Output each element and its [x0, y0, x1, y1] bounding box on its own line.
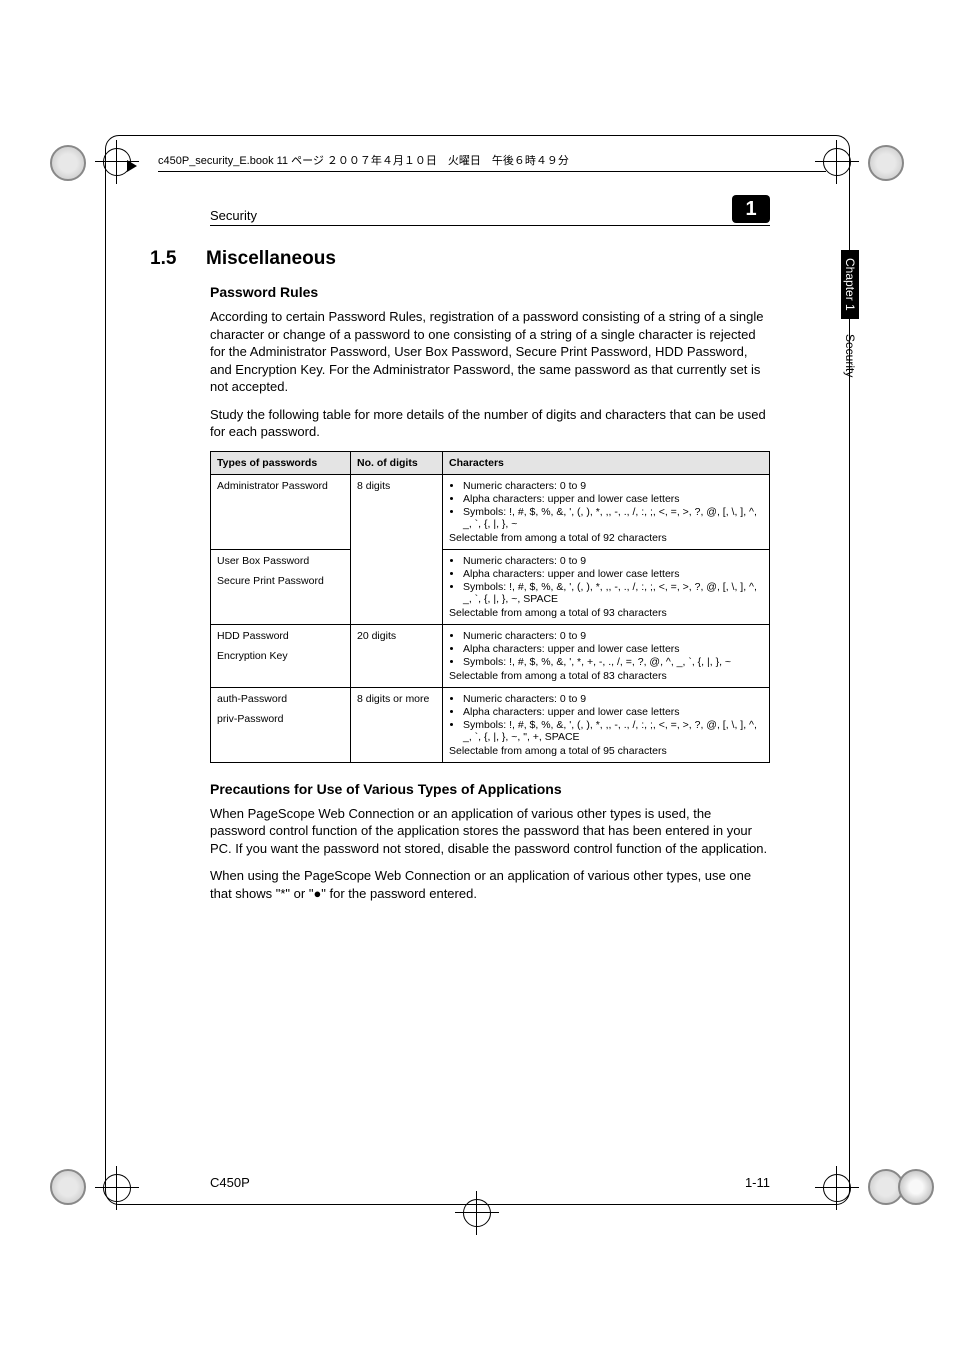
type-name: User Box Password: [217, 555, 344, 567]
type-name: HDD Password: [217, 630, 344, 642]
side-tab-chapter: Chapter 1: [841, 250, 859, 319]
table-row: User Box Password Secure Print Password …: [211, 549, 770, 624]
cell-digits: 8 digits: [351, 474, 443, 624]
paragraph-4: When using the PageScope Web Connection …: [210, 867, 770, 902]
paragraph-1: According to certain Password Rules, reg…: [210, 308, 770, 396]
type-name: priv-Password: [217, 713, 344, 725]
section-title-text: Miscellaneous: [206, 248, 336, 269]
type-name: Encryption Key: [217, 650, 344, 662]
cell-characters: Numeric characters: 0 to 9 Alpha charact…: [443, 474, 770, 549]
cell-characters: Numeric characters: 0 to 9 Alpha charact…: [443, 549, 770, 624]
type-name: Secure Print Password: [217, 575, 344, 587]
section-heading: 1.5Miscellaneous: [150, 248, 770, 270]
cell-types: Administrator Password: [211, 474, 351, 549]
subheading-password-rules: Password Rules: [210, 284, 770, 300]
paragraph-3: When PageScope Web Connection or an appl…: [210, 805, 770, 858]
char-bullet: Alpha characters: upper and lower case l…: [463, 643, 763, 655]
running-head-left: Security: [210, 208, 257, 223]
side-tab-section: Security: [841, 322, 859, 389]
side-tab: Chapter 1 Security: [839, 230, 859, 410]
char-bullet: Numeric characters: 0 to 9: [463, 693, 763, 705]
cell-characters: Numeric characters: 0 to 9 Alpha charact…: [443, 687, 770, 762]
print-mark-tr: [868, 145, 904, 181]
print-mark-br2: [898, 1169, 934, 1205]
subheading-precautions: Precautions for Use of Various Types of …: [210, 781, 770, 797]
char-note: Selectable from among a total of 83 char…: [449, 670, 763, 682]
char-bullet: Numeric characters: 0 to 9: [463, 480, 763, 492]
table-header-types: Types of passwords: [211, 451, 351, 474]
char-bullet: Alpha characters: upper and lower case l…: [463, 568, 763, 580]
print-mark-bl: [50, 1169, 86, 1205]
char-note: Selectable from among a total of 92 char…: [449, 532, 763, 544]
char-bullet: Numeric characters: 0 to 9: [463, 630, 763, 642]
cell-types: auth-Password priv-Password: [211, 687, 351, 762]
char-note: Selectable from among a total of 93 char…: [449, 607, 763, 619]
type-name: auth-Password: [217, 693, 344, 705]
cell-types: HDD Password Encryption Key: [211, 624, 351, 687]
print-header: c450P_security_E.book 11 ページ ２００７年４月１０日 …: [130, 152, 825, 194]
type-name: Administrator Password: [217, 480, 344, 492]
cell-digits: 8 digits or more: [351, 687, 443, 762]
print-header-text: c450P_security_E.book 11 ページ ２００７年４月１０日 …: [158, 152, 826, 172]
password-table: Types of passwords No. of digits Charact…: [210, 451, 770, 763]
table-header-row: Types of passwords No. of digits Charact…: [211, 451, 770, 474]
print-mark-tl: [50, 145, 86, 181]
table-header-digits: No. of digits: [351, 451, 443, 474]
page-footer: C450P 1-11: [210, 1175, 770, 1190]
char-bullet: Alpha characters: upper and lower case l…: [463, 706, 763, 718]
footer-page-number: 1-11: [745, 1175, 770, 1190]
paragraph-2: Study the following table for more detai…: [210, 406, 770, 441]
section-number: 1.5: [150, 248, 206, 270]
content-area: Security 1 1.5Miscellaneous Password Rul…: [210, 195, 770, 913]
char-bullet: Numeric characters: 0 to 9: [463, 555, 763, 567]
table-header-characters: Characters: [443, 451, 770, 474]
footer-model: C450P: [210, 1175, 250, 1190]
cell-types: User Box Password Secure Print Password: [211, 549, 351, 624]
char-bullet: Symbols: !, #, $, %, &, ', (, ), *, ,, -…: [463, 506, 763, 530]
char-note: Selectable from among a total of 95 char…: [449, 745, 763, 757]
char-bullet: Symbols: !, #, $, %, &, ', (, ), *, ,, -…: [463, 719, 763, 743]
char-bullet: Symbols: !, #, $, %, &, ', (, ), *, ,, -…: [463, 581, 763, 605]
running-head: Security 1: [210, 195, 770, 226]
table-row: HDD Password Encryption Key 20 digits Nu…: [211, 624, 770, 687]
cell-characters: Numeric characters: 0 to 9 Alpha charact…: [443, 624, 770, 687]
char-bullet: Alpha characters: upper and lower case l…: [463, 493, 763, 505]
table-row: Administrator Password 8 digits Numeric …: [211, 474, 770, 549]
table-row: auth-Password priv-Password 8 digits or …: [211, 687, 770, 762]
char-bullet: Symbols: !, #, $, %, &, ', *, +, -, ., /…: [463, 656, 763, 668]
cell-digits: 20 digits: [351, 624, 443, 687]
chapter-badge: 1: [732, 195, 770, 223]
header-arrow-icon: [127, 160, 137, 172]
